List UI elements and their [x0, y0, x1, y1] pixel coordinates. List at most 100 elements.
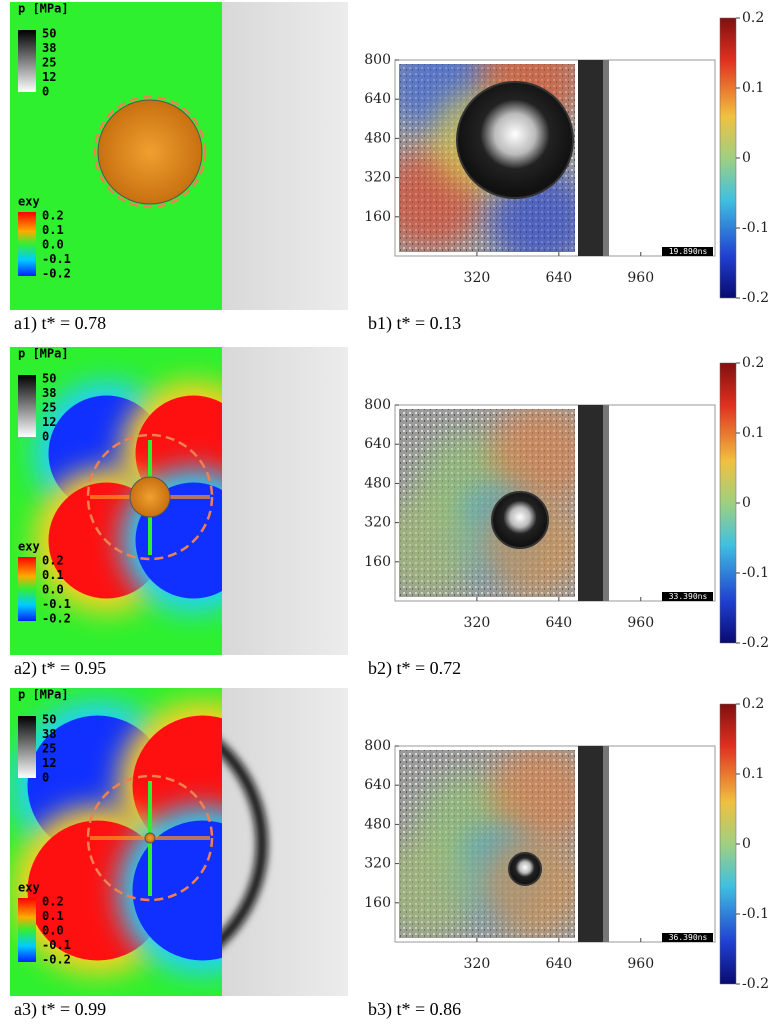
- row: p [MPa]503825120exy0.20.10.0-0.1-0.2a3) …: [10, 688, 769, 1020]
- y-tick-label: 160: [364, 554, 391, 570]
- caption: b2) t* = 0.72: [368, 658, 461, 679]
- legend-label: -0.2: [42, 612, 71, 626]
- x-tick-label: 960: [627, 956, 654, 972]
- strain-blob: [480, 836, 575, 936]
- x-tick-label: 320: [464, 270, 491, 286]
- wall-edge: [603, 60, 609, 256]
- legend-label: 12: [42, 70, 56, 84]
- gray-region: [222, 2, 348, 310]
- initial-outline: [86, 774, 214, 902]
- y-tick-label: 640: [364, 777, 391, 793]
- legend-label: 0: [42, 771, 49, 785]
- particle: [97, 99, 203, 205]
- legend-title: p [MPa]: [18, 347, 69, 361]
- y-tick-label: 640: [364, 436, 391, 452]
- legend-label: 12: [42, 756, 56, 770]
- x-tick-label: 320: [464, 956, 491, 972]
- strain-field: [10, 688, 222, 996]
- y-tick-label: 800: [364, 397, 391, 413]
- legend-label: 38: [42, 727, 56, 741]
- x-tick-label: 640: [545, 270, 572, 286]
- y-tick-label: 800: [364, 738, 391, 754]
- wall-edge: [603, 405, 609, 601]
- colorbar-label: 0.1: [742, 766, 764, 782]
- initial-outline: [86, 433, 214, 561]
- caption: b1) t* = 0.13: [368, 313, 461, 334]
- hole: [456, 81, 574, 199]
- row: p [MPa]503825120exy0.20.10.0-0.1-0.2a1) …: [10, 2, 769, 334]
- colorbar-label: -0.1: [742, 906, 769, 922]
- gray-region: [222, 688, 348, 996]
- pressure-colorbar: [18, 375, 36, 437]
- gray-region: [222, 347, 348, 655]
- legend-label: 0: [42, 85, 49, 99]
- legend-label: -0.2: [42, 953, 71, 967]
- legend-label: 0.1: [42, 568, 64, 582]
- strain-blob: [490, 750, 575, 846]
- y-tick-label: 160: [364, 209, 391, 225]
- legend-title: exy: [18, 195, 40, 209]
- particle: [129, 476, 171, 518]
- colorbar-label: 0.1: [742, 425, 764, 441]
- legend-label: 0.2: [42, 554, 64, 568]
- colorbar-label: 0.2: [742, 10, 764, 26]
- colorbar-label: 0.2: [742, 355, 764, 371]
- y-tick-label: 480: [364, 816, 391, 832]
- legend-label: 25: [42, 742, 56, 756]
- colorbar-label: -0.2: [742, 635, 769, 651]
- row: p [MPa]503825120exy0.20.10.0-0.1-0.2a2) …: [10, 347, 769, 679]
- colorbar-label: 0.1: [742, 80, 764, 96]
- caption: a2) t* = 0.95: [14, 658, 106, 679]
- timestamp-box: [662, 933, 713, 942]
- legend-label: 38: [42, 41, 56, 55]
- y-tick-label: 160: [364, 895, 391, 911]
- legend-label: 0: [42, 430, 49, 444]
- y-tick-label: 480: [364, 130, 391, 146]
- legend-label: 12: [42, 415, 56, 429]
- legend-label: 0.1: [42, 223, 64, 237]
- timestamp: 33.390ns: [669, 592, 708, 601]
- legend-label: 50: [42, 372, 56, 386]
- colorbar: [719, 362, 737, 644]
- experiment-panel: 160 320 480 640 800 320 640 960 33.390ns 0.2 0.1 0 -…: [364, 355, 769, 679]
- x-tick-label: 320: [464, 615, 491, 631]
- strain-blob: [490, 409, 575, 505]
- x-tick-label: 960: [627, 270, 654, 286]
- colorbar-label: 0: [742, 836, 751, 852]
- legend-label: 0.0: [42, 238, 64, 252]
- legend-label: 0.2: [42, 895, 64, 909]
- timestamp: 36.390ns: [669, 933, 708, 942]
- experiment-panel: 160 320 480 640 800 320 640 960 36.390ns 0.2 0.1 0 -…: [364, 696, 769, 1020]
- caption: b3) t* = 0.86: [368, 999, 461, 1020]
- y-tick-label: 480: [364, 475, 391, 491]
- experiment-panel: 160 320 480 640 800 320 640 960 19.890ns 0.2 0.1 0 -…: [364, 10, 769, 334]
- pressure-colorbar: [18, 30, 36, 92]
- x-tick-label: 960: [627, 615, 654, 631]
- timestamp-box: [662, 247, 713, 256]
- legend-label: -0.1: [42, 938, 71, 952]
- timestamp: 19.890ns: [669, 247, 708, 256]
- colorbar-label: 0: [742, 150, 751, 166]
- legend-label: -0.1: [42, 252, 71, 266]
- pressure-colorbar: [18, 716, 36, 778]
- legend-label: 38: [42, 386, 56, 400]
- hole: [508, 852, 542, 886]
- colorbar: [719, 703, 737, 985]
- shock-front: [222, 741, 268, 947]
- legend-label: 25: [42, 401, 56, 415]
- y-tick-label: 320: [364, 170, 391, 186]
- y-tick-label: 320: [364, 856, 391, 872]
- wall-edge: [603, 746, 609, 942]
- hole: [491, 491, 549, 549]
- legend-title: p [MPa]: [18, 2, 69, 16]
- strain-blob: [399, 836, 480, 936]
- caption: a1) t* = 0.78: [14, 313, 106, 334]
- legend-label: -0.2: [42, 267, 71, 281]
- strain-colorbar: [18, 898, 36, 962]
- colorbar-label: -0.2: [742, 976, 769, 992]
- colorbar-label: -0.2: [742, 290, 769, 306]
